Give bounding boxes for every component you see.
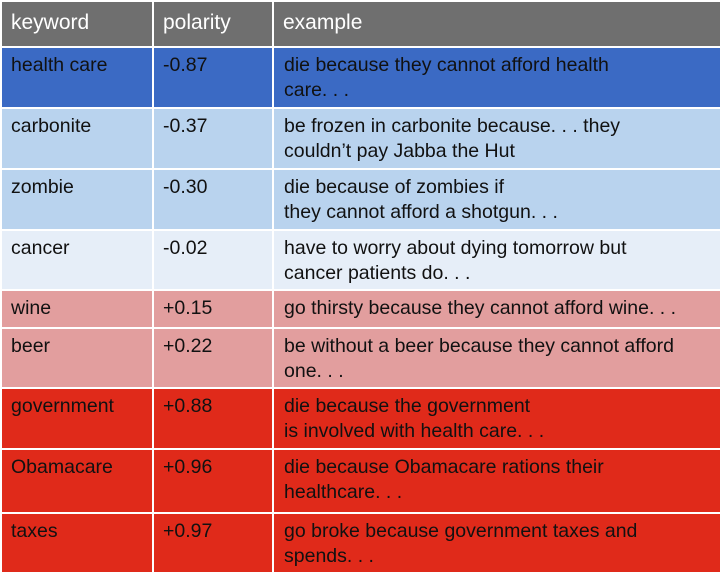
- table-row: government +0.88 die because the governm…: [0, 387, 720, 450]
- example-line: care. . .: [284, 79, 350, 101]
- table-row: beer +0.22 be without a beer because the…: [0, 327, 720, 389]
- example-line: die because they cannot afford health: [284, 54, 609, 76]
- polarity-cell: +0.96: [152, 448, 274, 514]
- header-row: keyword polarity example: [0, 0, 720, 48]
- example-cell: have to worry about dying tomorrow but ca…: [272, 229, 720, 291]
- example-cell: be without a beer because they cannot af…: [272, 327, 720, 389]
- table-row: taxes +0.97 go broke because government …: [0, 512, 720, 574]
- example-line: one. . .: [284, 360, 344, 382]
- keyword-cell: taxes: [0, 512, 154, 574]
- polarity-cell: +0.88: [152, 387, 274, 450]
- keyword-cell: cancer: [0, 229, 154, 291]
- table-row: zombie -0.30 die because of zombies if th…: [0, 168, 720, 231]
- example-line: be without a beer because they cannot af…: [284, 335, 674, 357]
- header-keyword: keyword: [0, 0, 154, 48]
- table-row: Obamacare +0.96 die because Obamacare ra…: [0, 448, 720, 514]
- example-line: healthcare. . .: [284, 481, 403, 503]
- example-line: die because of zombies if: [284, 176, 505, 198]
- keyword-cell: carbonite: [0, 107, 154, 170]
- header-polarity: polarity: [152, 0, 274, 48]
- table-row: health care -0.87 die because they canno…: [0, 46, 720, 109]
- polarity-cell: -0.30: [152, 168, 274, 231]
- example-cell: go broke because government taxes and spe…: [272, 512, 720, 574]
- keyword-cell: beer: [0, 327, 154, 389]
- polarity-cell: +0.22: [152, 327, 274, 389]
- keyword-cell: health care: [0, 46, 154, 109]
- example-line: they cannot afford a shotgun. . .: [284, 201, 558, 223]
- polarity-cell: -0.02: [152, 229, 274, 291]
- keyword-cell: zombie: [0, 168, 154, 231]
- example-cell: go thirsty because they cannot afford wi…: [272, 289, 720, 329]
- example-cell: die because Obamacare rations their healt…: [272, 448, 720, 514]
- keyword-cell: Obamacare: [0, 448, 154, 514]
- example-line: spends. . .: [284, 545, 374, 567]
- example-line: is involved with health care. . .: [284, 420, 545, 442]
- polarity-cell: -0.37: [152, 107, 274, 170]
- keyword-cell: wine: [0, 289, 154, 329]
- polarity-cell: +0.15: [152, 289, 274, 329]
- example-line: die because Obamacare rations their: [284, 456, 604, 478]
- example-line: couldn’t pay Jabba the Hut: [284, 140, 515, 162]
- example-cell: die because the government is involved wi…: [272, 387, 720, 450]
- polarity-cell: +0.97: [152, 512, 274, 574]
- keyword-cell: government: [0, 387, 154, 450]
- table-row: cancer -0.02 have to worry about dying t…: [0, 229, 720, 291]
- table-row: carbonite -0.37 be frozen in carbonite b…: [0, 107, 720, 170]
- example-cell: die because they cannot afford health car…: [272, 46, 720, 109]
- example-line: go broke because government taxes and: [284, 520, 638, 542]
- example-line: cancer patients do. . .: [284, 262, 471, 284]
- example-cell: die because of zombies if they cannot aff…: [272, 168, 720, 231]
- example-line: be frozen in carbonite because. . . they: [284, 115, 621, 137]
- table-row: wine +0.15 go thirsty because they canno…: [0, 289, 720, 329]
- polarity-cell: -0.87: [152, 46, 274, 109]
- example-line: die because the government: [284, 395, 531, 417]
- example-line: have to worry about dying tomorrow but: [284, 237, 627, 259]
- example-line: go thirsty because they cannot afford wi…: [284, 297, 677, 319]
- example-cell: be frozen in carbonite because. . . they…: [272, 107, 720, 170]
- header-example: example: [272, 0, 720, 48]
